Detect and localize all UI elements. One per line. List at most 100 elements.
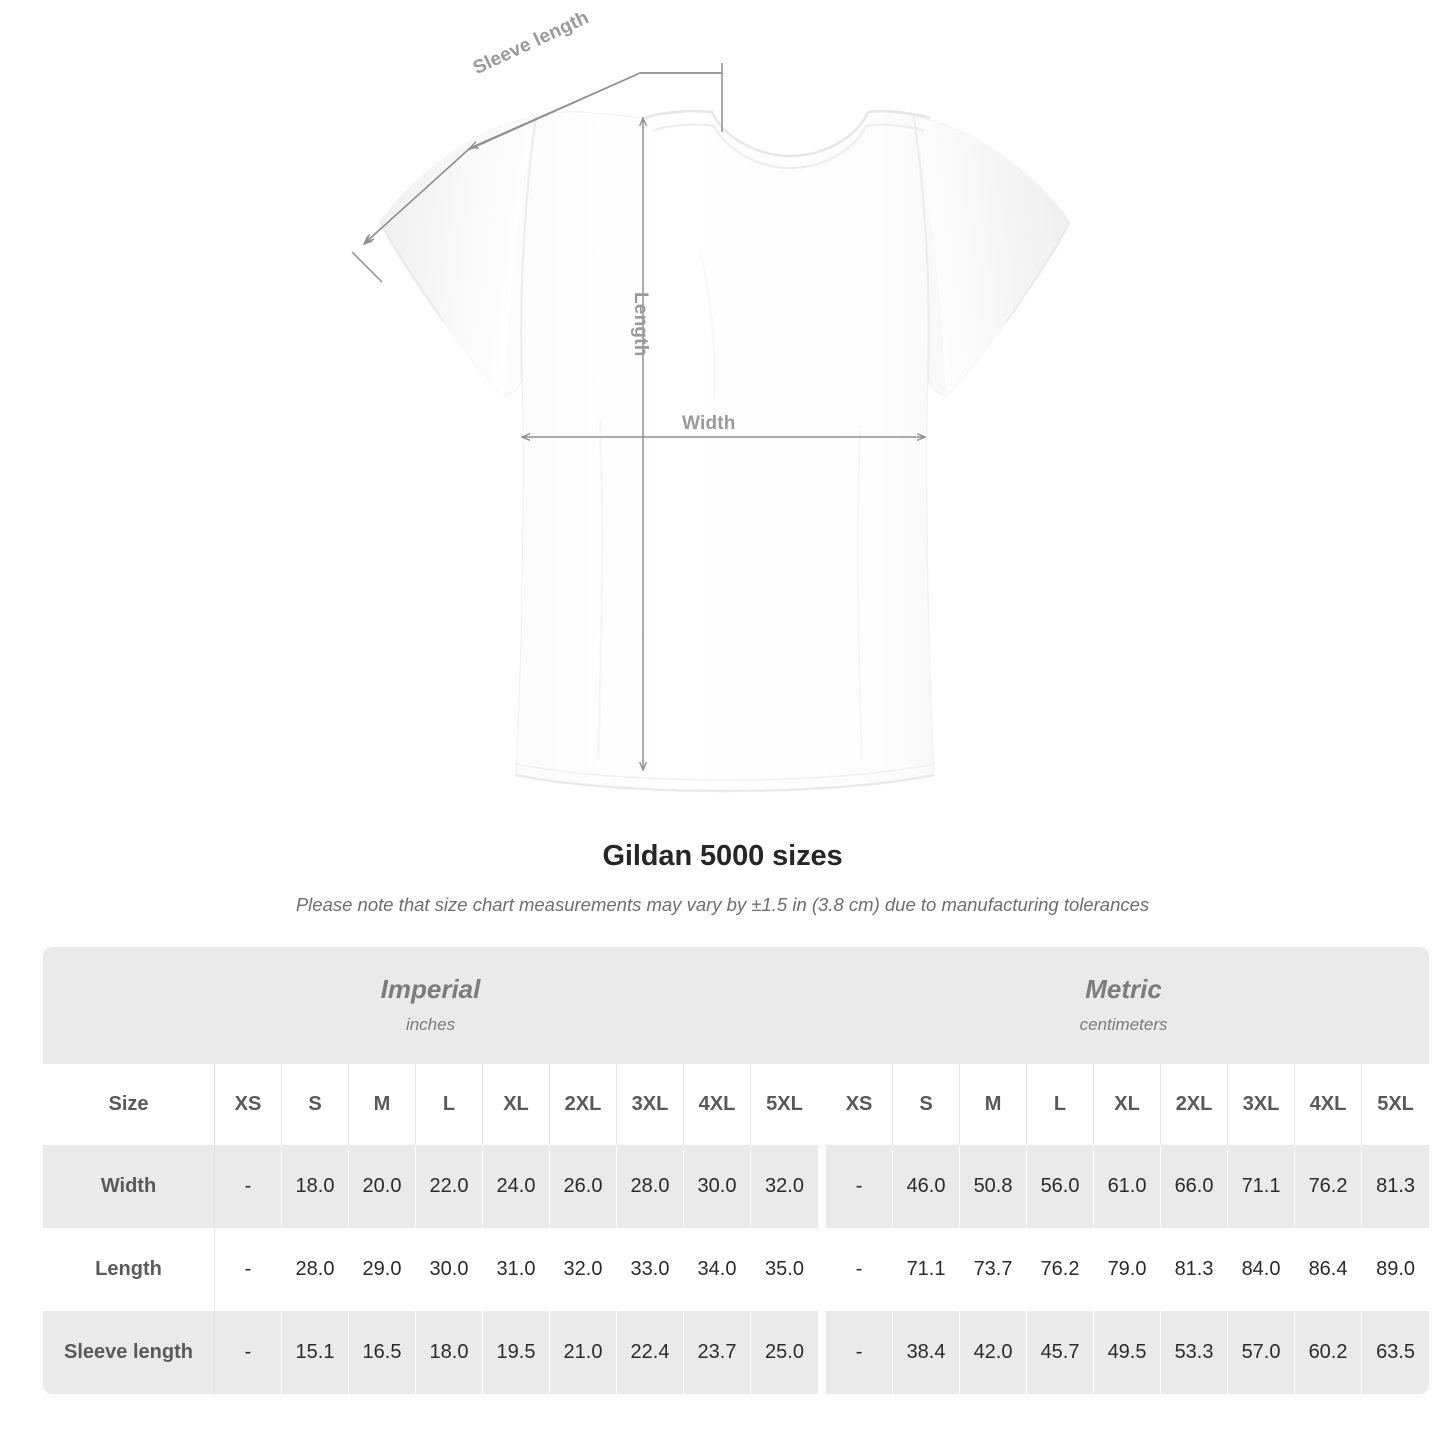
cell-width-imperial-l: 22.0 [416,1145,483,1228]
cell-width-imperial-s: 18.0 [282,1145,349,1228]
cell-sleeve-imperial-5xl: 25.0 [751,1311,819,1394]
size-header-imperial-xl: XL [483,1064,550,1145]
size-header-imperial-l: L [416,1064,483,1145]
cell-width-imperial-xl: 24.0 [483,1145,550,1228]
cell-sleeve-metric-l: 45.7 [1027,1311,1095,1394]
cell-sleeve-metric-5xl: 63.5 [1362,1311,1430,1394]
cell-length-metric-xs: - [826,1228,894,1311]
cell-length-metric-3xl: 84.0 [1228,1228,1296,1311]
row-label-sleeve-length: Sleeve length [43,1311,215,1394]
cell-sleeve-imperial-m: 16.5 [349,1311,416,1394]
size-table-container: Imperial inches Metric centimeters Size … [43,947,1430,1394]
cell-width-metric-l: 56.0 [1027,1145,1095,1228]
row-label-length: Length [43,1228,215,1311]
sleeve-length-dimension [351,63,723,283]
cell-width-metric-4xl: 76.2 [1295,1145,1363,1228]
cell-sleeve-imperial-xs: - [215,1311,282,1394]
cell-length-imperial-3xl: 33.0 [617,1228,684,1311]
tshirt-illustration [351,63,1071,793]
cell-width-imperial-xs: - [215,1145,282,1228]
cell-length-imperial-xl: 31.0 [483,1228,550,1311]
size-header-imperial-5xl: 5XL [751,1064,819,1145]
cell-width-metric-2xl: 66.0 [1161,1145,1229,1228]
cell-length-imperial-2xl: 32.0 [550,1228,617,1311]
cell-sleeve-metric-3xl: 57.0 [1228,1311,1296,1394]
cell-width-imperial-3xl: 28.0 [617,1145,684,1228]
cell-width-metric-5xl: 81.3 [1362,1145,1430,1228]
size-header-metric-xs: XS [826,1064,894,1145]
cell-sleeve-metric-xs: - [826,1311,894,1394]
table-row: Width - 18.0 20.0 22.0 24.0 26.0 28.0 30… [43,1145,1430,1228]
size-header-metric-m: M [960,1064,1028,1145]
tolerance-note: Please note that size chart measurements… [295,894,1150,915]
size-header-metric-s: S [893,1064,961,1145]
length-label: Length [630,292,651,357]
cell-sleeve-imperial-4xl: 23.7 [684,1311,751,1394]
size-header-imperial-4xl: 4XL [684,1064,751,1145]
size-header-metric-5xl: 5XL [1362,1064,1430,1145]
page-title: Gildan 5000 sizes [602,840,843,872]
imperial-unit-name: Imperial [380,973,481,1004]
imperial-unit-sub: inches [405,1015,456,1035]
metric-unit-sub: centimeters [1079,1015,1168,1035]
cell-width-metric-xl: 61.0 [1094,1145,1162,1228]
size-header-imperial-s: S [282,1064,349,1145]
cell-width-imperial-2xl: 26.0 [550,1145,617,1228]
row-label-width: Width [43,1145,215,1228]
size-table-body: Imperial inches Metric centimeters Size … [43,947,1430,1394]
cell-sleeve-imperial-s: 15.1 [282,1311,349,1394]
cell-width-metric-m: 50.8 [960,1145,1028,1228]
cell-sleeve-imperial-xl: 19.5 [483,1311,550,1394]
tshirt-measurement-diagram: Sleeve length Length Width [351,7,1071,793]
size-header-metric-2xl: 2XL [1161,1064,1229,1145]
cell-length-imperial-4xl: 34.0 [684,1228,751,1311]
cell-width-metric-s: 46.0 [893,1145,961,1228]
table-row: Sleeve length - 15.1 16.5 18.0 19.5 21.0… [43,1311,1430,1394]
size-header-imperial-3xl: 3XL [617,1064,684,1145]
size-table: Imperial inches Metric centimeters Size … [43,947,1430,1394]
size-header-imperial-2xl: 2XL [550,1064,617,1145]
cell-length-metric-m: 73.7 [960,1228,1028,1311]
group-divider [818,1064,827,1145]
shirt-silhouette [379,110,1071,793]
cell-sleeve-imperial-2xl: 21.0 [550,1311,617,1394]
cell-width-metric-3xl: 71.1 [1228,1145,1296,1228]
size-header-imperial-xs: XS [215,1064,282,1145]
cell-sleeve-imperial-3xl: 22.4 [617,1311,684,1394]
cell-length-imperial-5xl: 35.0 [751,1228,819,1311]
cell-sleeve-metric-m: 42.0 [960,1311,1028,1394]
group-divider [818,1311,827,1394]
size-header-metric-xl: XL [1094,1064,1162,1145]
unit-banner-row: Imperial inches Metric centimeters [43,947,1430,1064]
cell-width-metric-xs: - [826,1145,894,1228]
cell-length-metric-xl: 79.0 [1094,1228,1162,1311]
imperial-group-header: Imperial inches [43,947,819,1064]
cell-sleeve-metric-s: 38.4 [893,1311,961,1394]
size-header-metric-4xl: 4XL [1295,1064,1363,1145]
cell-sleeve-imperial-l: 18.0 [416,1311,483,1394]
chart-heading: Gildan 5000 sizes Please note that size … [0,840,1445,916]
size-header-metric-3xl: 3XL [1228,1064,1296,1145]
cell-length-imperial-s: 28.0 [282,1228,349,1311]
cell-sleeve-metric-4xl: 60.2 [1295,1311,1363,1394]
cell-width-imperial-4xl: 30.0 [684,1145,751,1228]
size-header-label: Size [43,1064,215,1145]
table-row: Length - 28.0 29.0 30.0 31.0 32.0 33.0 3… [43,1228,1430,1311]
width-label: Width [682,413,736,434]
cell-length-metric-s: 71.1 [893,1228,961,1311]
metric-group-header: Metric centimeters [818,947,1430,1064]
cell-width-imperial-5xl: 32.0 [751,1145,819,1228]
cell-sleeve-metric-2xl: 53.3 [1161,1311,1229,1394]
cell-length-metric-2xl: 81.3 [1161,1228,1229,1311]
size-header-imperial-m: M [349,1064,416,1145]
cell-length-imperial-m: 29.0 [349,1228,416,1311]
group-divider [818,1145,827,1228]
cell-length-imperial-l: 30.0 [416,1228,483,1311]
cell-length-metric-l: 76.2 [1027,1228,1095,1311]
cell-length-metric-4xl: 86.4 [1295,1228,1363,1311]
cell-length-metric-5xl: 89.0 [1362,1228,1430,1311]
size-header-row: Size XS S M L XL 2XL 3XL 4XL 5XL XS S M … [43,1064,1430,1145]
cell-length-imperial-xs: - [215,1228,282,1311]
size-header-metric-l: L [1027,1064,1095,1145]
metric-unit-name: Metric [1085,973,1162,1004]
